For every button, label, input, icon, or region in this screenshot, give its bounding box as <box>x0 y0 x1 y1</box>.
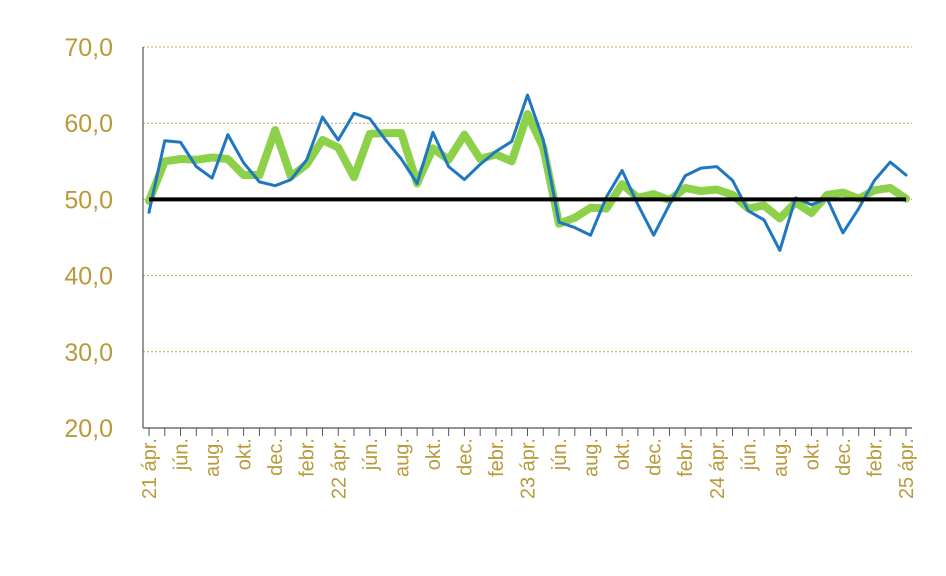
x-tick-label: jún. <box>738 438 760 471</box>
x-tick-label: jún. <box>549 438 571 471</box>
x-tick-label: aug. <box>581 438 603 477</box>
x-tick-label: 25 ápr. <box>896 438 918 499</box>
x-tick-label: febr. <box>297 438 319 477</box>
y-tick-label: 30,0 <box>64 339 113 367</box>
x-tick-label: 24 ápr. <box>707 438 729 499</box>
x-tick-label: jún. <box>171 438 193 471</box>
y-tick-label: 20,0 <box>64 415 113 443</box>
x-tick-label: 23 ápr. <box>518 438 540 499</box>
x-tick-label: febr. <box>864 438 886 477</box>
y-tick-label: 60,0 <box>64 110 113 138</box>
y-tick-label: 40,0 <box>64 263 113 291</box>
x-tick-label: aug. <box>391 438 413 477</box>
x-tick-label: okt. <box>612 438 634 470</box>
series-line-blue <box>147 93 908 252</box>
x-tick-label: okt. <box>801 438 823 470</box>
x-tick-label: aug. <box>770 438 792 477</box>
x-tick-label: okt. <box>234 438 256 470</box>
x-tick-label: 22 ápr. <box>328 438 350 499</box>
y-tick-label: 50,0 <box>64 186 113 214</box>
x-tick-label: febr. <box>675 438 697 477</box>
x-tick-label: jún. <box>360 438 382 471</box>
x-tick-label: 21 ápr. <box>139 438 161 499</box>
series-line-green <box>145 110 910 228</box>
x-tick-label: dec. <box>833 438 855 476</box>
x-tick-label: dec. <box>265 438 287 476</box>
x-tick-label: dec. <box>454 438 476 476</box>
x-tick-label: febr. <box>486 438 508 477</box>
x-tick-label: aug. <box>202 438 224 477</box>
y-tick-label: 70,0 <box>64 34 113 62</box>
x-tick-label: okt. <box>423 438 445 470</box>
x-tick-label: dec. <box>644 438 666 476</box>
